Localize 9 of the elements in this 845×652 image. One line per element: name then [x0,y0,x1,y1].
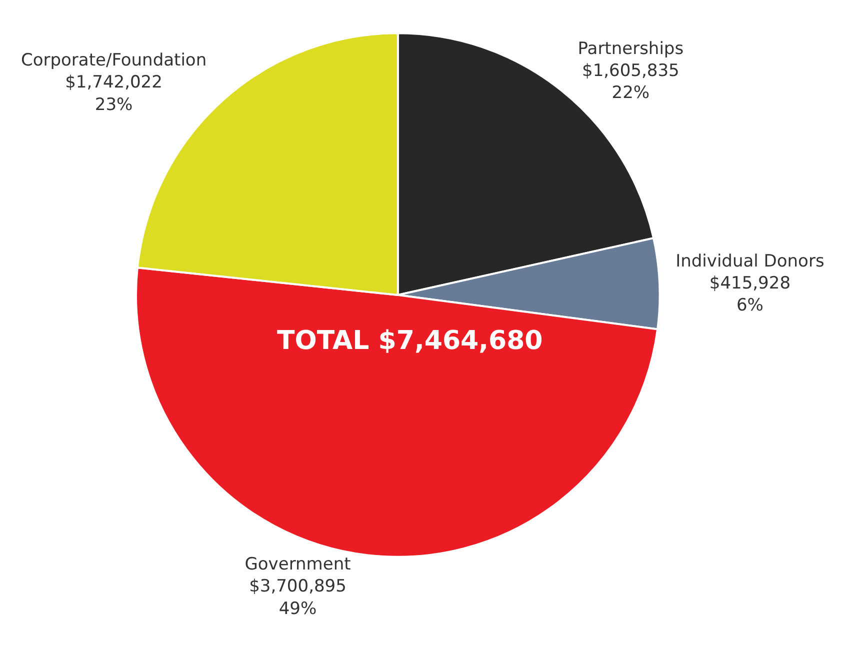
data-label: $415,928 6% [709,273,791,316]
text: TOTAL $7,464,680 [277,326,543,356]
slice-label: Corporate/Foundation [20,50,207,71]
slice-label: Individual Donors [676,251,824,272]
slice-label: Government [244,554,352,575]
data-label: $3,700,895 49% [249,576,346,619]
data-label: $1,742,022 23% [65,72,162,115]
slice-label: Partnerships [578,39,684,60]
data-label: $1,605,835 22% [582,61,680,104]
